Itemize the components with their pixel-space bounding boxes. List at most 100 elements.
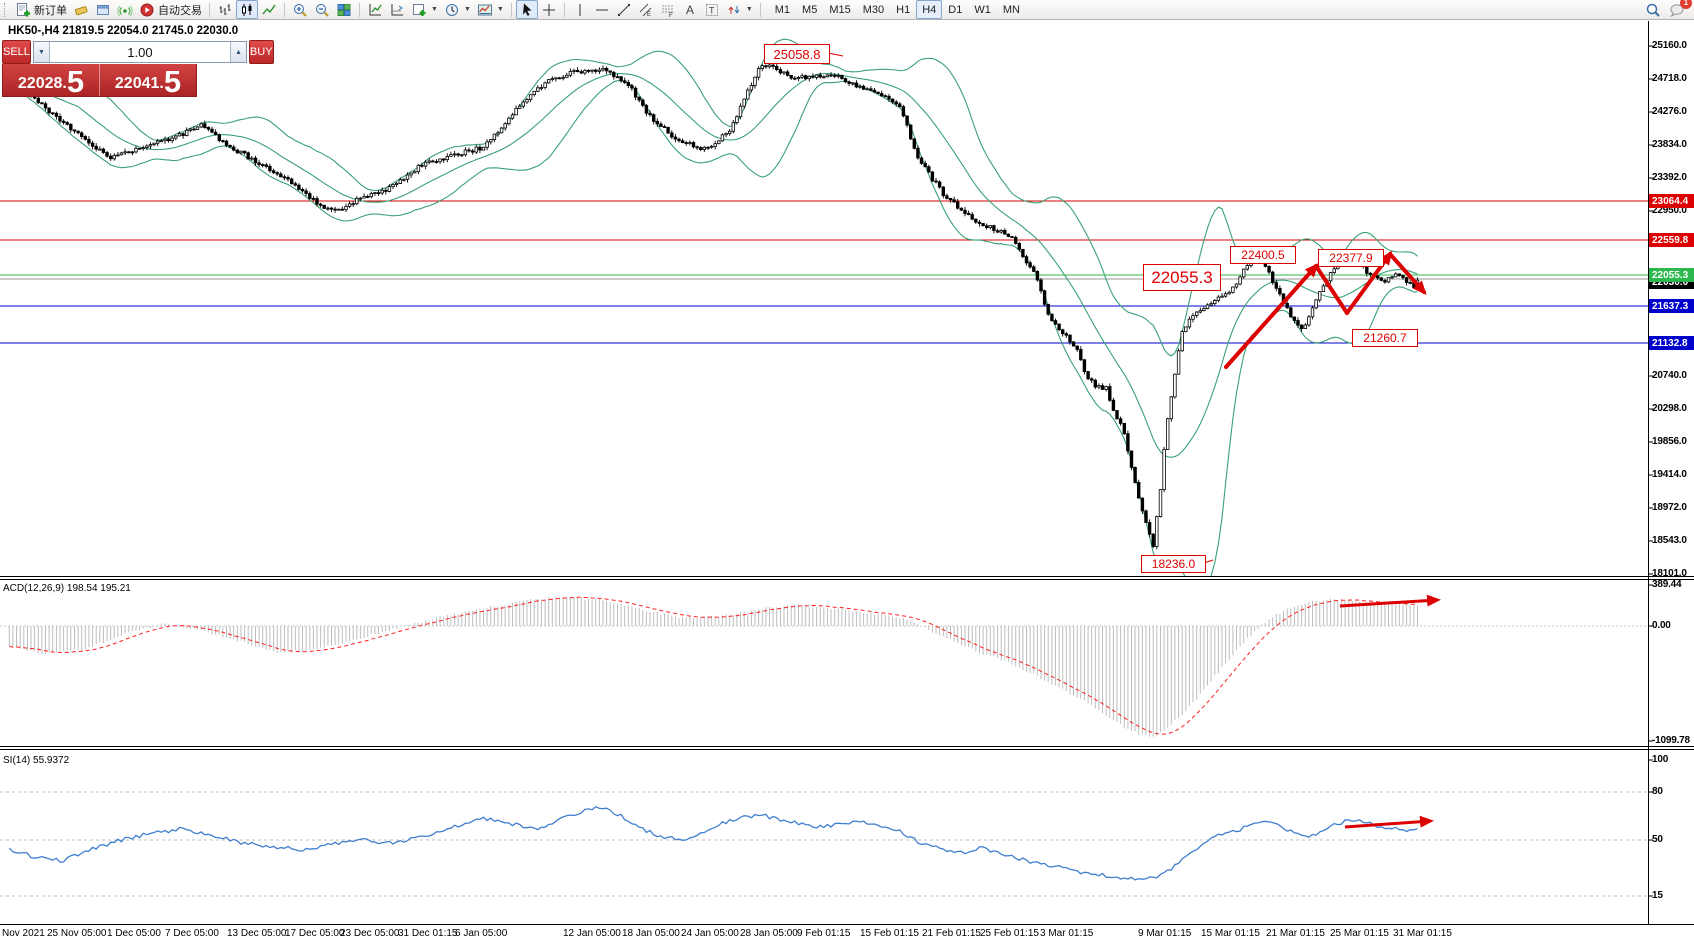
sell-price-main: 22028. (17, 75, 67, 92)
zoom-out-button[interactable] (311, 0, 333, 19)
time-axis-label: 9 Mar 01:15 (1138, 928, 1192, 939)
text-button[interactable]: A (679, 0, 701, 19)
horizontal-line-button[interactable] (591, 0, 613, 19)
toolbar-separator (284, 2, 285, 17)
time-axis-label: 13 Dec 05:00 (227, 928, 287, 939)
trendline-icon (617, 3, 630, 16)
time-axis-label: Nov 2021 (2, 928, 45, 939)
timeframe-button-h4[interactable]: H4 (916, 0, 943, 19)
time-axis-label: 25 Nov 05:00 (47, 928, 107, 939)
chevron-down-icon: ▼ (496, 6, 504, 13)
vertical-line-button[interactable] (569, 0, 591, 19)
toolbar-separator (209, 2, 210, 17)
time-axis-label: 31 Dec 01:15 (398, 928, 458, 939)
trendline-button[interactable] (613, 0, 635, 19)
timeframe-button-w1[interactable]: W1 (974, 3, 991, 16)
time-axis-label: 6 Jan 05:00 (455, 928, 508, 939)
time-axis-label: 25 Mar 01:15 (1330, 928, 1389, 939)
timeframe-button-m30[interactable]: M30 (862, 3, 885, 16)
buy-price-main: 22041. (114, 75, 164, 92)
chat-button[interactable]: 1 (1669, 0, 1692, 18)
cursor-icon (522, 3, 532, 16)
equidistant-channel-button[interactable]: E (635, 0, 657, 19)
volume-decrease-button[interactable]: ▼ (33, 42, 50, 62)
toolbar-grip[interactable] (4, 2, 9, 17)
sell-price: 22028. 5 (3, 64, 99, 97)
timeframe-button-m1[interactable]: M1 (774, 3, 791, 16)
tile-windows-button[interactable] (333, 0, 355, 19)
timeframe-button-m15[interactable]: M15 (829, 3, 851, 16)
timeframe-button-m5[interactable]: M5 (802, 3, 818, 16)
chat-icon (1670, 3, 1684, 17)
volume-stepper: ▼ ▲ (32, 41, 247, 63)
svg-text:F: F (669, 13, 673, 18)
time-axis-label: 15 Mar 01:15 (1201, 928, 1260, 939)
crosshair-button[interactable] (538, 0, 560, 19)
text-label-icon: T (705, 3, 718, 16)
time-axis-label: 1 Dec 05:00 (107, 928, 161, 939)
add-indicator-button[interactable]: ▼ (408, 0, 441, 19)
sell-button[interactable]: SELL (2, 40, 31, 64)
signal-button[interactable] (114, 0, 136, 19)
rsi-indicator-label: SI(14) 55.9372 (3, 755, 70, 766)
candlestick-chart-button[interactable] (236, 0, 258, 19)
chevron-down-icon: ▼ (463, 6, 471, 13)
text-label-button[interactable]: T (701, 0, 723, 19)
time-axis-label: 17 Dec 05:00 (285, 928, 345, 939)
equidistant-channel-icon: E (639, 3, 652, 18)
bar-chart-button[interactable] (214, 0, 236, 19)
zoom-in-button[interactable] (289, 0, 311, 19)
template-button[interactable]: ▼ (474, 0, 507, 19)
crosshair-icon (542, 3, 555, 16)
tile-windows-icon (337, 3, 351, 16)
rsi-panel[interactable] (0, 749, 1694, 925)
time-axis-label: 12 Jan 05:00 (563, 928, 621, 939)
time-axis-label: 24 Jan 05:00 (681, 928, 739, 939)
chart-window-button[interactable] (92, 0, 114, 19)
eraser-button[interactable] (70, 0, 92, 19)
autotrading-button[interactable]: 自动交易 (136, 0, 205, 19)
new-order-button[interactable]: 新订单 (12, 0, 70, 19)
volume-increase-button[interactable]: ▲ (229, 42, 246, 62)
eraser-icon (74, 5, 88, 15)
line-chart-icon (262, 4, 276, 14)
chart-window-icon (97, 4, 109, 15)
fibonacci-button[interactable]: F (657, 0, 679, 19)
svg-text:E: E (647, 12, 651, 18)
search-icon (1646, 3, 1660, 17)
search-button[interactable] (1645, 2, 1661, 18)
text-icon: A (686, 3, 694, 17)
time-axis-label: 18 Jan 05:00 (622, 928, 680, 939)
timeframe-button-mn[interactable]: MN (1002, 3, 1020, 16)
buy-button[interactable]: BUY (248, 40, 274, 64)
one-click-trading-panel: SELL ▼ ▲ BUY 22028.5 22041.5 (2, 40, 274, 99)
price-chart-panel[interactable] (0, 21, 1694, 577)
arrows-button[interactable]: ▼ (723, 0, 756, 19)
time-axis-label: 31 Mar 01:15 (1393, 928, 1452, 939)
zoom-out-icon (316, 3, 329, 17)
toolbar-separator (510, 2, 512, 17)
line-chart-button[interactable] (258, 0, 280, 19)
volume-input[interactable] (49, 42, 230, 62)
toolbar-separator (359, 2, 360, 17)
indicator-window-button[interactable] (364, 0, 386, 19)
notification-badge: 1 (1680, 0, 1692, 9)
toolbar-separator (563, 2, 565, 17)
time-axis-label: 21 Mar 01:15 (1266, 928, 1325, 939)
period-button[interactable]: ▼ (441, 0, 474, 19)
timeframe-button-d1[interactable]: D1 (948, 3, 963, 16)
horizontal-line-icon (595, 9, 608, 10)
fibonacci-icon: F (661, 5, 673, 18)
toolbar-separator (759, 2, 761, 17)
buy-price-big-digit: 5 (163, 63, 182, 99)
time-axis-label: 21 Feb 01:15 (922, 928, 981, 939)
macd-panel[interactable] (0, 579, 1694, 747)
arrows-icon (728, 5, 740, 14)
indicator-subwindow-button[interactable] (386, 0, 408, 19)
zoom-in-icon (294, 3, 307, 17)
cursor-button[interactable] (515, 0, 538, 19)
timeframe-button-h1[interactable]: H1 (896, 3, 911, 16)
time-axis-label: 7 Dec 05:00 (165, 928, 219, 939)
time-axis-label: 25 Feb 01:15 (980, 928, 1039, 939)
